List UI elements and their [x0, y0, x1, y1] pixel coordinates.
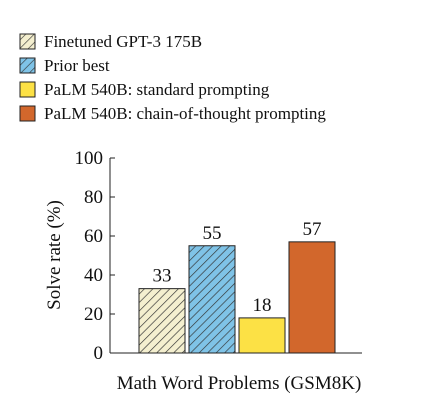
data-label-palm-540b-chain-of-thought-prompting: 57	[303, 219, 322, 240]
legend-swatch-prior-best	[19, 57, 36, 74]
y-tick-label: 100	[75, 148, 104, 169]
y-tick-label: 0	[94, 343, 104, 364]
bars	[138, 241, 336, 354]
data-labels: 33 55 18 57	[153, 219, 322, 316]
bar-prior-best	[188, 245, 236, 354]
legend-swatch-palm-540b-standard-prompting	[19, 81, 36, 98]
y-tick-label: 80	[84, 187, 103, 208]
bar-palm-540b-standard-prompting	[238, 317, 286, 354]
data-label-prior-best: 55	[203, 223, 222, 244]
legend-swatch-palm-540b-chain-of-thought-prompting	[19, 105, 36, 122]
legend-label-palm-540b-chain-of-thought-prompting: PaLM 540B: chain-of-thought prompting	[44, 104, 326, 123]
legend-swatch-finetuned-gpt-3-175b	[19, 33, 36, 50]
legend: Finetuned GPT-3 175B Prior best PaLM 540B:…	[19, 32, 326, 123]
bar-palm-540b-chain-of-thought-prompting	[288, 241, 336, 354]
y-tick-label: 60	[84, 226, 103, 247]
y-tick-label: 20	[84, 304, 103, 325]
legend-label-finetuned-gpt-3-175b: Finetuned GPT-3 175B	[44, 32, 202, 51]
bar-finetuned-gpt-3-175b	[138, 288, 186, 354]
y-axis: 0 20 40 60 80 100	[75, 148, 362, 364]
data-label-finetuned-gpt-3-175b: 33	[153, 266, 172, 287]
y-axis-title: Solve rate (%)	[44, 200, 65, 310]
legend-label-palm-540b-standard-prompting: PaLM 540B: standard prompting	[44, 80, 270, 99]
y-tick-label: 40	[84, 265, 103, 286]
x-axis-title: Math Word Problems (GSM8K)	[117, 373, 362, 394]
data-label-palm-540b-standard-prompting: 18	[253, 295, 272, 316]
legend-label-prior-best: Prior best	[44, 56, 110, 75]
